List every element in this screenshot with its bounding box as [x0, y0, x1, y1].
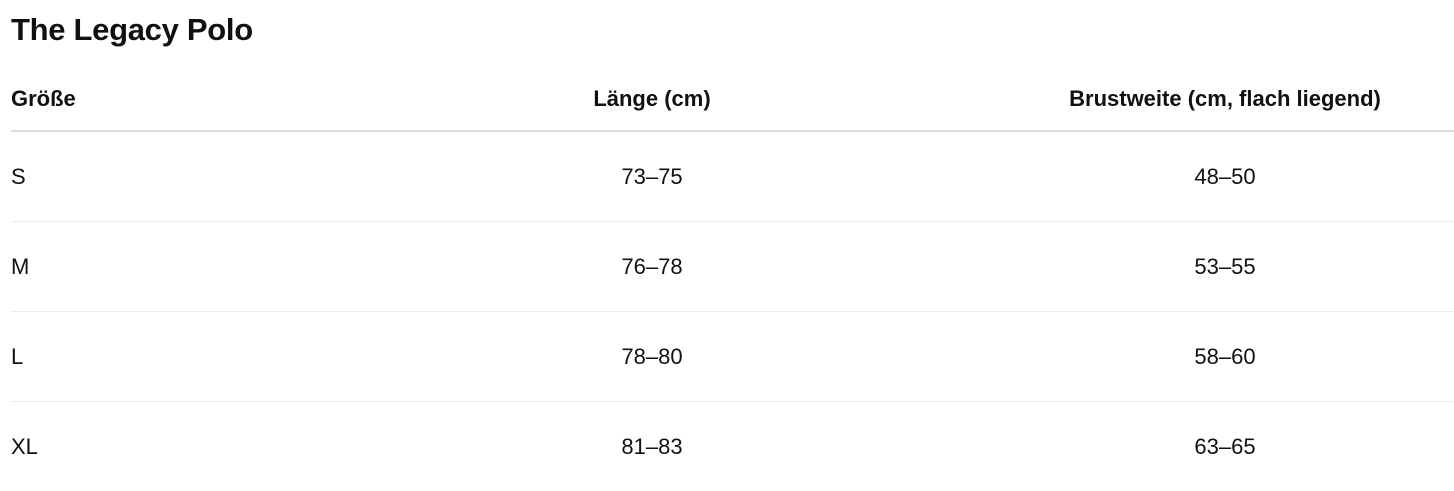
table-header-row: Größe Länge (cm) Brustweite (cm, flach l… — [11, 68, 1454, 131]
cell-length: 78–80 — [308, 312, 996, 402]
size-chart-table: Größe Länge (cm) Brustweite (cm, flach l… — [11, 68, 1454, 491]
cell-size: L — [11, 312, 308, 402]
cell-size: S — [11, 131, 308, 222]
table-row: XL 81–83 63–65 — [11, 402, 1454, 491]
page-title: The Legacy Polo — [11, 12, 253, 48]
table-row: S 73–75 48–50 — [11, 131, 1454, 222]
header-length: Länge (cm) — [308, 68, 996, 131]
cell-length: 81–83 — [308, 402, 996, 491]
cell-size: XL — [11, 402, 308, 491]
cell-chest-width: 53–55 — [996, 222, 1454, 312]
cell-chest-width: 58–60 — [996, 312, 1454, 402]
cell-size: M — [11, 222, 308, 312]
cell-chest-width: 63–65 — [996, 402, 1454, 491]
cell-length: 73–75 — [308, 131, 996, 222]
header-size: Größe — [11, 68, 308, 131]
header-chest-width: Brustweite (cm, flach liegend) — [996, 68, 1454, 131]
cell-length: 76–78 — [308, 222, 996, 312]
cell-chest-width: 48–50 — [996, 131, 1454, 222]
table-row: M 76–78 53–55 — [11, 222, 1454, 312]
table-row: L 78–80 58–60 — [11, 312, 1454, 402]
